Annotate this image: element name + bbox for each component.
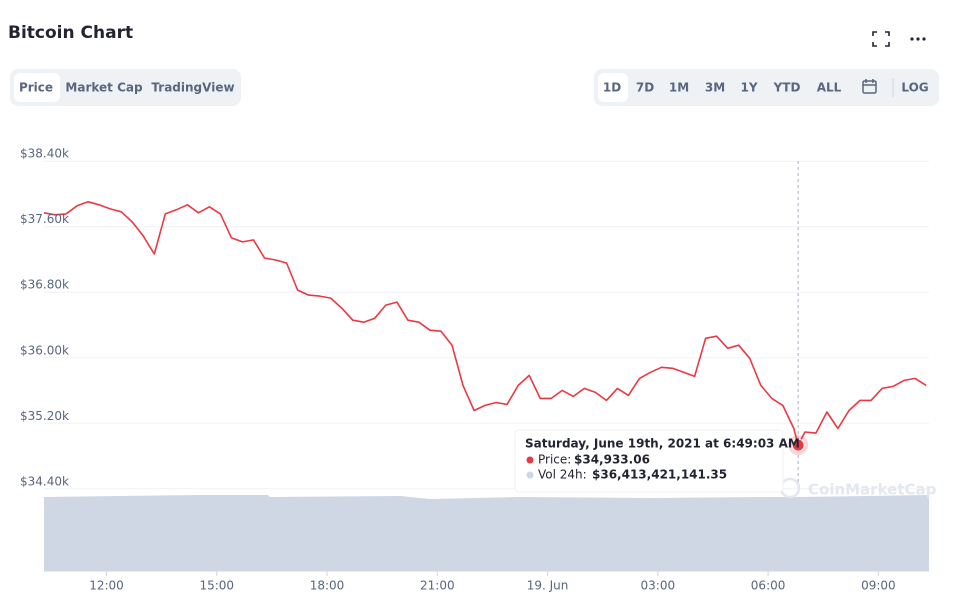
price-line bbox=[43, 201, 927, 446]
tooltip-bullet bbox=[526, 471, 534, 479]
y-tick-label: $38.40k bbox=[20, 147, 69, 161]
x-tick-label: 19. Jun bbox=[527, 579, 569, 593]
tooltip-price-label: Price: bbox=[538, 453, 571, 467]
tooltip-bullet bbox=[526, 456, 534, 464]
y-tick-label: $34.40k bbox=[20, 474, 69, 488]
x-tick-label: 21:00 bbox=[420, 579, 455, 593]
tab[interactable]: Market Cap bbox=[65, 81, 143, 95]
tooltip-volume-label: Vol 24h: bbox=[538, 468, 587, 482]
y-tick-label: $35.20k bbox=[20, 409, 69, 423]
tab-selected-bg bbox=[14, 73, 60, 102]
range-button[interactable]: 1Y bbox=[740, 81, 757, 95]
y-tick-label: $36.80k bbox=[20, 278, 69, 292]
tooltip-price: $34,933.06 bbox=[574, 453, 650, 467]
range-button[interactable]: 3M bbox=[705, 81, 725, 95]
tooltip-title: Saturday, June 19th, 2021 at 6:49:03 AM bbox=[525, 437, 800, 451]
x-tick-label: 15:00 bbox=[199, 579, 234, 593]
range-button[interactable]: 7D bbox=[636, 81, 654, 95]
y-tick-label: $36.00k bbox=[20, 343, 69, 357]
tab[interactable]: TradingView bbox=[151, 81, 234, 95]
tooltip-box bbox=[514, 429, 784, 493]
x-tick-label: 18:00 bbox=[310, 579, 345, 593]
range-button[interactable]: YTD bbox=[773, 81, 801, 95]
more-icon[interactable] bbox=[910, 37, 926, 41]
tooltip-volume: $36,413,421,141.35 bbox=[592, 468, 727, 482]
log-button[interactable]: LOG bbox=[901, 81, 928, 95]
range-button[interactable]: ALL bbox=[817, 81, 842, 95]
highlight-point bbox=[791, 438, 805, 452]
calendar-icon[interactable] bbox=[862, 79, 877, 94]
volume-area bbox=[44, 495, 929, 571]
chart-title: Bitcoin Chart bbox=[8, 23, 133, 43]
tab-group bbox=[10, 69, 241, 106]
fullscreen-icon[interactable] bbox=[872, 31, 890, 47]
x-tick-label: 12:00 bbox=[89, 579, 124, 593]
y-tick-label: $37.60k bbox=[20, 212, 69, 226]
range-group bbox=[594, 69, 939, 106]
watermark-text: CoinMarketCap bbox=[808, 481, 937, 499]
range-button[interactable]: 1D bbox=[603, 81, 621, 95]
x-tick-label: 06:00 bbox=[751, 579, 786, 593]
x-tick-label: 03:00 bbox=[641, 579, 676, 593]
range-selected-bg bbox=[598, 73, 628, 102]
range-button[interactable]: 1M bbox=[669, 81, 689, 95]
tab[interactable]: Price bbox=[19, 81, 53, 95]
x-tick-label: 09:00 bbox=[861, 579, 896, 593]
